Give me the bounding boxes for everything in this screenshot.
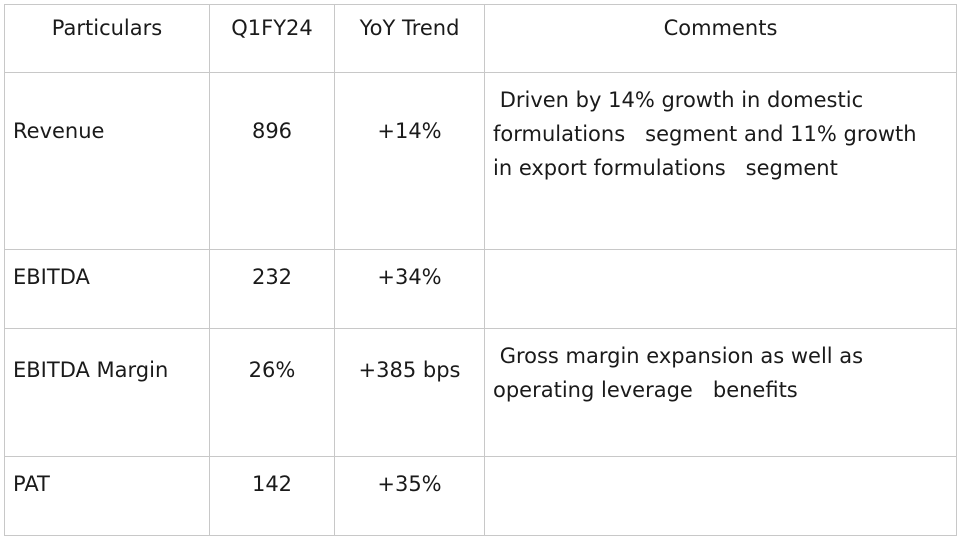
header-yoy-trend: YoY Trend bbox=[334, 4, 485, 73]
header-comments: Comments bbox=[484, 4, 957, 73]
row-value: 142 bbox=[209, 456, 335, 536]
table-row: EBITDA Margin 26% +385 bps Gross margin … bbox=[4, 328, 957, 457]
row-particular: PAT bbox=[4, 456, 210, 536]
row-comment bbox=[484, 249, 957, 329]
table-row: EBITDA 232 +34% bbox=[4, 249, 957, 329]
row-value: 232 bbox=[209, 249, 335, 329]
row-comment: Gross margin expansion as well as operat… bbox=[484, 328, 957, 457]
header-particulars: Particulars bbox=[4, 4, 210, 73]
row-particular: EBITDA Margin bbox=[4, 328, 210, 457]
row-comment bbox=[484, 456, 957, 536]
header-q1fy24: Q1FY24 bbox=[209, 4, 335, 73]
row-value: 896 bbox=[209, 72, 335, 250]
row-value: 26% bbox=[209, 328, 335, 457]
row-comment: Driven by 14% growth in domestic formula… bbox=[484, 72, 957, 250]
table-row: Revenue 896 +14% Driven by 14% growth in… bbox=[4, 72, 957, 250]
row-particular: Revenue bbox=[4, 72, 210, 250]
table-header-row: Particulars Q1FY24 YoY Trend Comments bbox=[4, 4, 957, 73]
row-trend: +14% bbox=[334, 72, 485, 250]
row-trend: +34% bbox=[334, 249, 485, 329]
table-row: PAT 142 +35% bbox=[4, 456, 957, 536]
row-trend: +35% bbox=[334, 456, 485, 536]
row-particular: EBITDA bbox=[4, 249, 210, 329]
financial-summary-table: Particulars Q1FY24 YoY Trend Comments Re… bbox=[4, 4, 957, 536]
row-trend: +385 bps bbox=[334, 328, 485, 457]
